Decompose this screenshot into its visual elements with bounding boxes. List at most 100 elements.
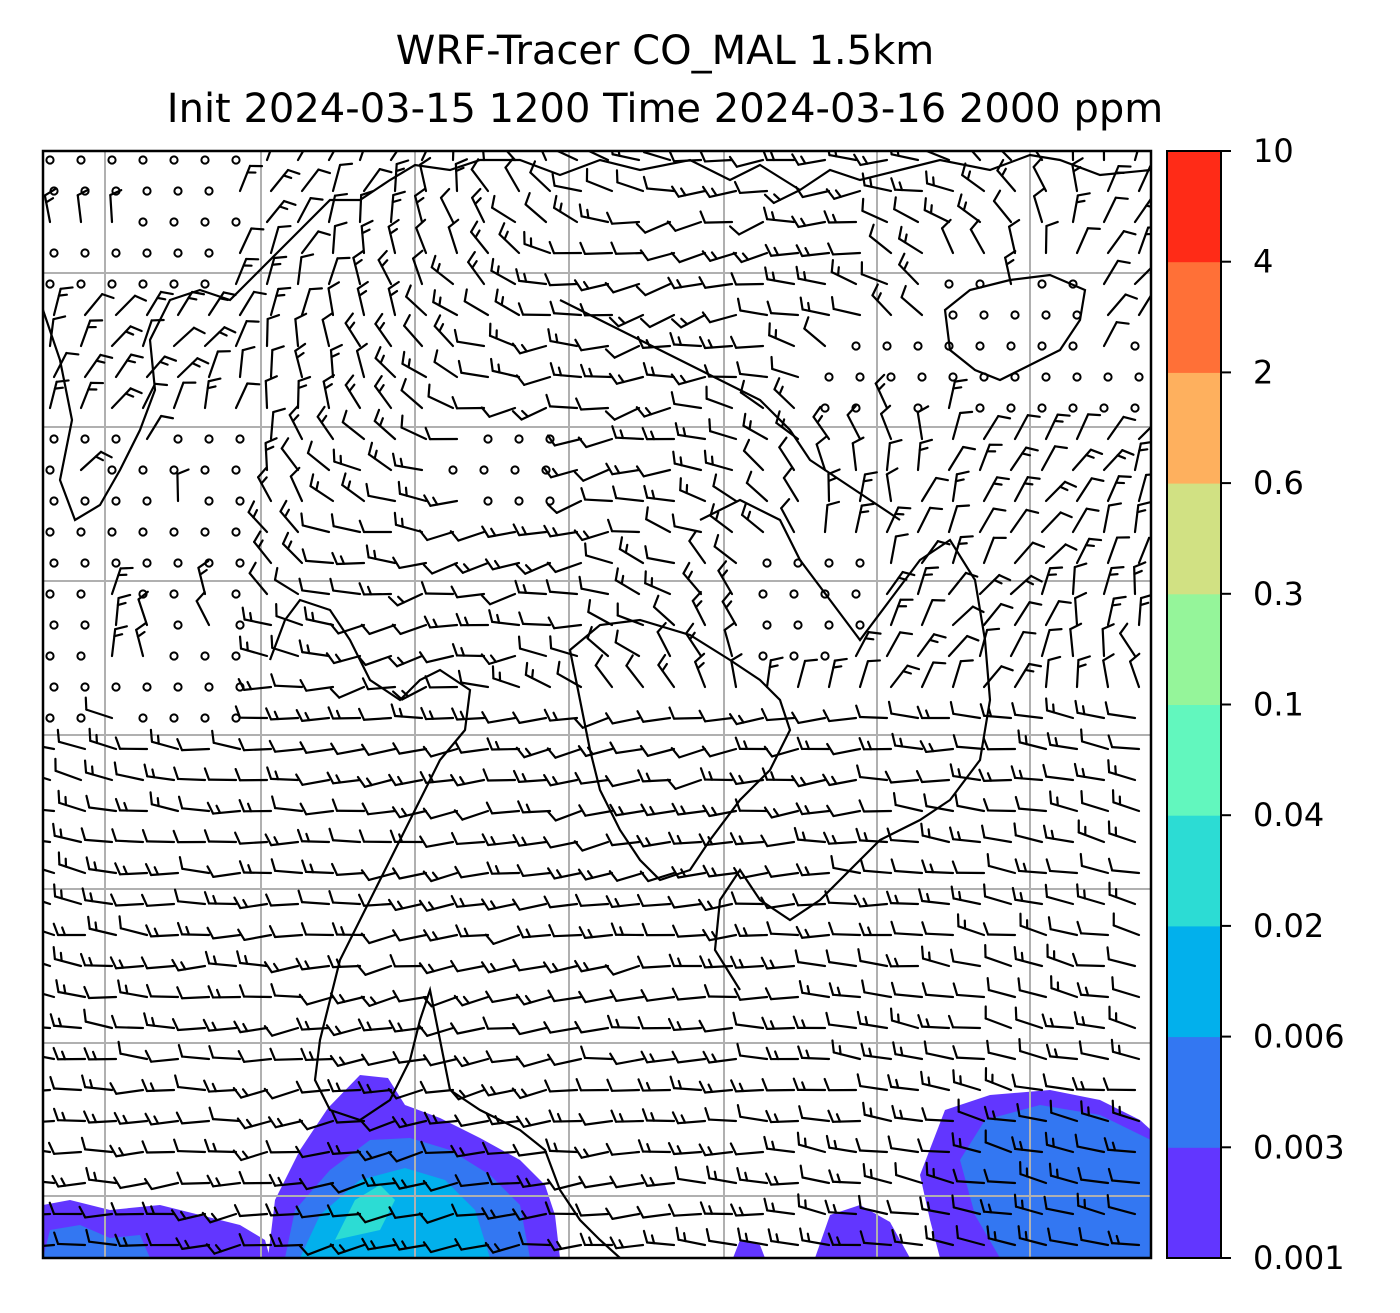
wind-barb-flag xyxy=(547,867,556,880)
calm-circle xyxy=(200,527,210,537)
wind-barb-flag xyxy=(636,893,645,908)
calm-circle xyxy=(886,372,896,382)
wind-barb-flag xyxy=(995,476,1011,481)
wind-barb-flag xyxy=(518,611,525,625)
wind-barb-shaft xyxy=(207,902,238,906)
wind-barb-shaft xyxy=(859,775,889,782)
wind-barb-flag xyxy=(1115,321,1130,325)
wind-barb-flag xyxy=(806,1232,811,1243)
wind-barb-shaft xyxy=(203,380,210,410)
wind-barb-flag xyxy=(1007,218,1021,228)
wind-barb-flag xyxy=(360,1120,371,1132)
wind-barb-flag xyxy=(80,827,87,841)
wind-barb-flag xyxy=(308,1051,315,1061)
wind-barb-flag xyxy=(635,406,646,418)
wind-barb-shaft xyxy=(554,561,583,574)
wind-barb-flag xyxy=(778,385,784,396)
wind-barb-shaft xyxy=(467,261,486,286)
wind-barb-shaft xyxy=(1044,659,1050,689)
wind-barb-flag xyxy=(391,806,401,819)
wind-barb-flag xyxy=(269,1233,277,1248)
wind-barb-shaft xyxy=(550,647,579,658)
wind-barb-flag xyxy=(671,1050,680,1064)
wind-barb-shaft xyxy=(712,485,738,503)
wind-barb-shaft xyxy=(296,379,300,410)
calm-circle xyxy=(510,465,520,475)
wind-barb-shaft xyxy=(110,387,132,410)
wind-barb-flag xyxy=(579,1232,587,1247)
calm-circle xyxy=(76,279,86,289)
wind-barb-flag xyxy=(215,988,222,999)
wind-barb-flag xyxy=(149,728,154,743)
calm-circle xyxy=(111,682,121,692)
wind-barb-shaft xyxy=(177,1085,207,1092)
wind-barb-flag xyxy=(792,893,800,907)
wind-barb-shaft xyxy=(87,1119,118,1124)
wind-barb-flag xyxy=(609,1236,618,1250)
calm-circle xyxy=(1130,341,1140,351)
wind-barb-shaft xyxy=(921,1208,951,1216)
wind-barb-flag xyxy=(548,1109,556,1123)
wind-barb-flag xyxy=(661,662,668,672)
wind-barb-flag xyxy=(619,429,625,440)
wind-barb-shaft xyxy=(523,375,552,386)
wind-barb-flag xyxy=(921,1107,928,1121)
wind-barb-flag xyxy=(579,303,587,317)
wind-barb-flag xyxy=(996,158,1005,172)
wind-barb-shaft xyxy=(614,1119,645,1123)
wind-barb-flag xyxy=(438,296,442,307)
wind-barb-flag xyxy=(185,925,191,936)
wind-barb-shaft xyxy=(43,1055,56,1061)
wind-barb-shaft xyxy=(358,151,365,162)
wind-barb-shaft xyxy=(717,569,734,596)
wind-barb-flag xyxy=(1154,265,1165,270)
wind-barb-shaft xyxy=(672,1087,703,1092)
wind-barb-flag xyxy=(524,661,529,676)
wind-barb-flag xyxy=(1076,663,1087,669)
wind-barb-flag xyxy=(680,805,687,815)
wind-barb-flag xyxy=(401,1179,408,1189)
wind-barb-shaft xyxy=(265,151,272,162)
wind-barb-flag xyxy=(1085,453,1095,459)
wind-barb-shaft xyxy=(518,344,548,355)
calm-circle xyxy=(1072,310,1082,320)
wind-barb-shaft xyxy=(801,1116,831,1123)
wind-barb-shaft xyxy=(1080,1052,1110,1061)
wind-barb-flag xyxy=(277,286,292,291)
wind-barb-flag xyxy=(606,1078,614,1092)
wind-barb-flag xyxy=(464,616,470,627)
wind-barb-flag xyxy=(424,675,432,689)
wind-barb-shaft xyxy=(612,282,641,294)
wind-barb-flag xyxy=(775,410,781,424)
wind-barb-flag xyxy=(238,1233,246,1247)
wind-barb-flag xyxy=(396,900,404,910)
wind-barb-flag xyxy=(512,1208,521,1221)
wind-barb-flag xyxy=(342,136,354,138)
calm-circle xyxy=(173,620,183,630)
wind-barb-flag xyxy=(793,826,800,841)
wind-barb-flag xyxy=(272,962,280,972)
wind-barb-shaft xyxy=(460,1243,490,1251)
wind-barb-shaft xyxy=(300,901,331,906)
wind-barb-flag xyxy=(389,954,397,968)
wind-barb-shaft xyxy=(176,472,180,503)
wind-barb-flag xyxy=(1053,445,1068,450)
wind-barb-flag xyxy=(1083,889,1086,900)
calm-circle xyxy=(793,558,803,568)
wind-barb-shaft xyxy=(978,628,989,658)
wind-barb-shaft xyxy=(652,605,676,627)
wind-barb-shaft xyxy=(832,1051,862,1061)
wind-barb-flag xyxy=(611,151,614,156)
wind-barb-flag xyxy=(711,867,718,877)
wind-barb-flag xyxy=(824,890,831,904)
wind-barb-flag xyxy=(637,1078,645,1092)
wind-barb-shaft xyxy=(831,1119,862,1123)
wind-barb-flag xyxy=(212,894,218,905)
wind-barb-shaft xyxy=(801,1176,831,1185)
wind-barb-shaft xyxy=(1102,259,1119,286)
wind-barb-shaft xyxy=(703,964,734,969)
wind-barb-shaft xyxy=(770,1239,800,1247)
wind-barb-flag xyxy=(605,895,614,909)
wind-barb-flag xyxy=(283,508,291,518)
wind-barb-shaft xyxy=(335,1119,366,1124)
